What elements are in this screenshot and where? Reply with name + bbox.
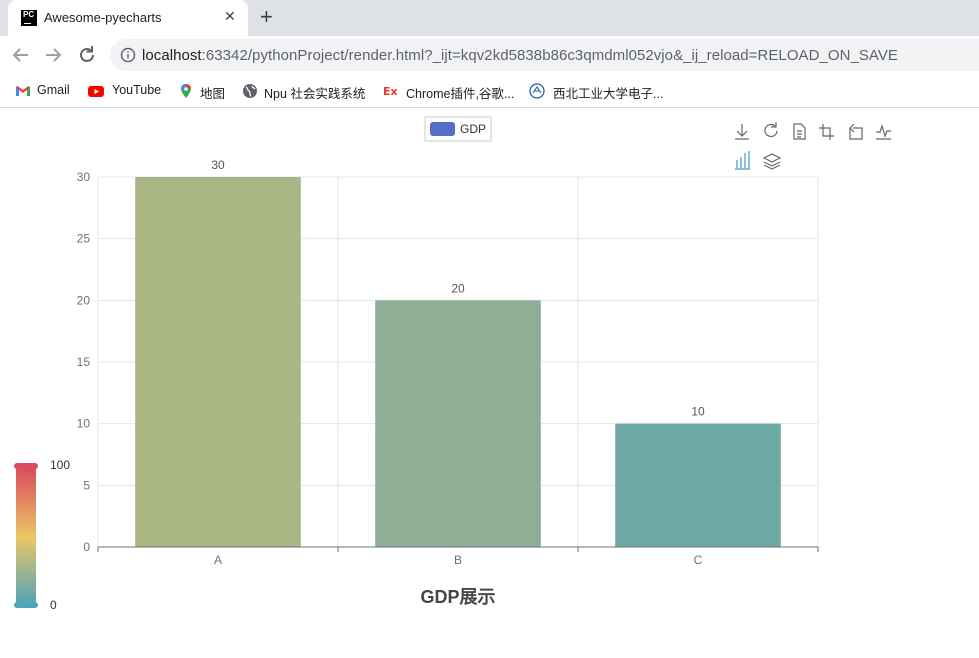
y-tick-label: 30 <box>77 170 91 184</box>
arrow-left-icon[interactable] <box>8 42 34 68</box>
address-bar[interactable]: localhost:63342/pythonProject/render.htm… <box>110 39 979 71</box>
bar-C[interactable] <box>615 423 781 547</box>
bar-value-label: 30 <box>211 158 225 172</box>
bars: 30 20 10 <box>135 158 781 547</box>
line-chart-icon[interactable] <box>876 124 891 140</box>
visual-map-bar[interactable] <box>16 469 36 605</box>
bookmark-label: 西北工业大学电子... <box>553 87 664 101</box>
url-text[interactable]: localhost:63342/pythonProject/render.htm… <box>142 47 898 64</box>
gdp-bar-chart: GDP <box>14 116 891 612</box>
legend-label[interactable]: GDP <box>460 122 486 136</box>
legend-box <box>424 116 492 142</box>
y-tick-label: 20 <box>77 293 91 307</box>
visual-map[interactable]: 100 0 <box>14 458 70 612</box>
toolbox <box>735 122 891 170</box>
gmail-icon <box>16 86 30 96</box>
chart-title: GDP展示 <box>420 587 495 607</box>
stack-icon[interactable] <box>762 153 782 170</box>
tab-title: Awesome-pyecharts <box>44 10 162 25</box>
info-icon[interactable] <box>120 47 136 63</box>
zoom-icon[interactable] <box>819 124 834 140</box>
bookmark-label: YouTube <box>112 83 162 97</box>
y-tick-label: 10 <box>77 417 91 431</box>
youtube-icon <box>88 86 104 97</box>
bookmark-label: Npu 社会实践系统 <box>264 87 366 101</box>
bookmark-label: Chrome插件,谷歌... <box>406 87 515 101</box>
legend-swatch[interactable] <box>430 122 455 136</box>
y-axis: 0 5 10 15 20 25 30 <box>77 170 91 554</box>
x-tick-label: B <box>454 553 462 567</box>
close-icon[interactable]: ✕ <box>224 8 236 24</box>
visual-map-min-label: 0 <box>50 598 57 612</box>
university-seal-icon <box>529 83 545 99</box>
url-host: localhost <box>142 47 202 64</box>
bar-value-label: 10 <box>691 405 705 419</box>
page-content: GDP <box>0 108 979 658</box>
x-axis: A B C <box>97 546 819 567</box>
arrow-right-icon[interactable] <box>40 42 66 68</box>
download-icon[interactable] <box>735 124 749 140</box>
ex-icon: Ex <box>383 85 398 98</box>
visual-map-max-label: 100 <box>50 458 70 472</box>
visual-map-handle-max[interactable] <box>14 463 38 469</box>
x-tick-label: A <box>214 553 222 567</box>
pycharm-favicon-icon: PC <box>21 10 37 26</box>
zoom-reset-icon[interactable] <box>849 123 863 140</box>
legend[interactable]: GDP <box>424 116 492 142</box>
refresh-icon[interactable] <box>764 122 778 138</box>
maps-pin-icon <box>181 84 191 98</box>
y-tick-label: 0 <box>83 540 90 554</box>
bar-value-label: 20 <box>451 281 465 295</box>
bookmark-label: 地图 <box>200 87 226 101</box>
url-rest: :63342/pythonProject/render.html?_ijt=kq… <box>201 47 898 64</box>
tab-strip: PC Awesome-pyecharts ✕ + <box>0 0 979 36</box>
globe-icon <box>243 84 257 98</box>
browser-tab[interactable]: PC Awesome-pyecharts ✕ <box>8 0 248 36</box>
svg-text:Ex: Ex <box>383 85 398 98</box>
reload-icon[interactable] <box>74 42 100 68</box>
y-tick-label: 15 <box>77 355 91 369</box>
visual-map-handle-min[interactable] <box>14 602 38 608</box>
y-tick-label: 25 <box>77 232 91 246</box>
bookmark-label: Gmail <box>37 83 70 97</box>
data-view-icon[interactable] <box>793 123 806 140</box>
y-tick-label: 5 <box>83 478 90 492</box>
bar-B[interactable] <box>375 300 541 547</box>
bar-A[interactable] <box>135 177 301 547</box>
plus-icon[interactable]: + <box>260 4 273 29</box>
browser-toolbar: localhost:63342/pythonProject/render.htm… <box>0 36 979 74</box>
bar-chart-icon[interactable] <box>735 151 750 170</box>
x-tick-label: C <box>694 553 703 567</box>
bookmarks-bar: Gmail YouTube 地图 Npu 社会实践系统 <box>0 74 979 108</box>
